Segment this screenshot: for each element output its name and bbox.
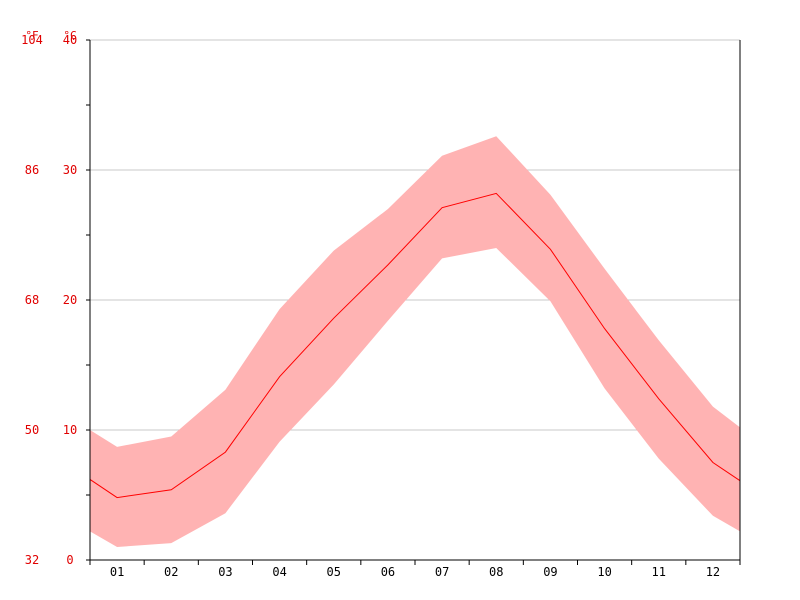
temperature-range-band bbox=[90, 136, 740, 547]
celsius-unit-label: °C bbox=[63, 29, 76, 42]
x-tick-label: 12 bbox=[706, 565, 720, 579]
y-tick-label-celsius: 40 bbox=[63, 33, 77, 47]
fahrenheit-unit-label: °F bbox=[25, 29, 38, 42]
x-tick-label: 03 bbox=[218, 565, 232, 579]
y-tick-label-celsius: 30 bbox=[63, 163, 77, 177]
x-tick-label: 05 bbox=[327, 565, 341, 579]
y-tick-label-celsius: 10 bbox=[63, 423, 77, 437]
x-tick-label: 09 bbox=[543, 565, 557, 579]
x-tick-label: 11 bbox=[652, 565, 666, 579]
x-tick-label: 06 bbox=[381, 565, 395, 579]
x-tick-label: 04 bbox=[272, 565, 286, 579]
x-tick-label: 01 bbox=[110, 565, 124, 579]
y-tick-label-fahrenheit: 86 bbox=[25, 163, 39, 177]
y-tick-label-celsius: 20 bbox=[63, 293, 77, 307]
grid-lines bbox=[90, 39, 740, 431]
y-tick-label-fahrenheit: 32 bbox=[25, 553, 39, 567]
tick-labels: 0 32 10 50 20 68 30 86 40 104 01 02 03 04 05 06 07 08 09 10… bbox=[21, 33, 720, 579]
x-tick-label: 07 bbox=[435, 565, 449, 579]
mean-temperature-line bbox=[89, 192, 741, 499]
x-tick-label: 02 bbox=[164, 565, 178, 579]
y-tick-label-fahrenheit: 104 bbox=[21, 33, 43, 47]
x-tick-label: 10 bbox=[597, 565, 611, 579]
y-tick-label-fahrenheit: 50 bbox=[25, 423, 39, 437]
y-tick-label-celsius: 0 bbox=[66, 553, 73, 567]
ticks bbox=[86, 39, 741, 565]
x-tick-label: 08 bbox=[489, 565, 503, 579]
y-tick-label-fahrenheit: 68 bbox=[25, 293, 39, 307]
